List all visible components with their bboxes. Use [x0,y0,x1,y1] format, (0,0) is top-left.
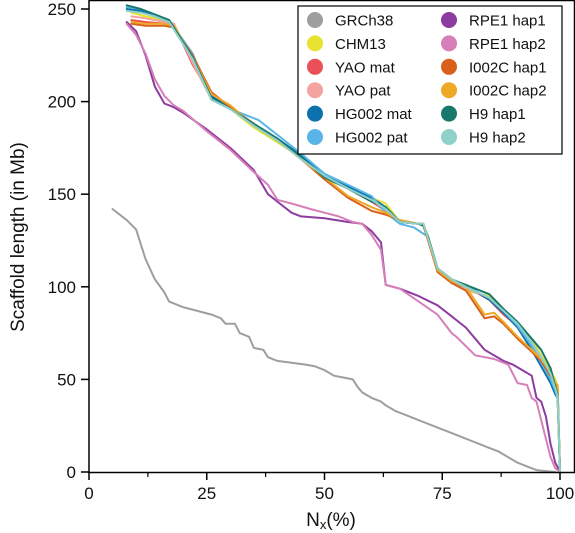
legend-item-h9-hap2: H9 hap2 [441,129,526,147]
legend-label: RPE1 hap2 [469,36,546,53]
legend-swatch [307,35,323,52]
x-tick-label: 100 [546,484,574,503]
legend-item-h9-hap1: H9 hap1 [441,105,526,123]
legend-swatch [307,58,323,75]
series-line-rpe1-hap2 [125,22,561,473]
y-tick-label: 150 [48,185,76,204]
legend-item-hg002-mat: HG002 mat [307,105,413,123]
legend-swatch [307,12,323,28]
ticks-layer: 0 25 50 75 100 0 50 100 150 200 250 [48,0,575,503]
x-tick-label: 0 [84,484,93,503]
legend-swatch [441,12,457,28]
legend-label: I002C hap1 [469,59,547,76]
x-axis-title-main: N [306,510,320,531]
legend-label: HG002 mat [335,106,413,123]
series-line-grch38 [111,208,557,473]
legend-item-i002c-hap1: I002C hap1 [441,58,547,76]
x-tick-label: 25 [197,484,216,503]
x-tick-label: 75 [433,484,452,503]
legend-label: I002C hap2 [469,83,547,100]
y-tick-label: 100 [48,278,76,297]
series-line-h9-hap2 [125,9,561,473]
legend-item-yao-pat: YAO pat [307,82,391,100]
series-layer [111,4,561,473]
legend-swatch [307,105,323,122]
legend-swatch [307,82,323,99]
y-tick-label: 200 [48,93,76,112]
x-axis-title: Nx(%) [306,510,356,532]
x-axis-title-subscript: x [320,517,327,532]
legend-swatch [441,105,457,122]
y-tick-label: 0 [67,463,76,482]
legend-item-rpe1-hap1: RPE1 hap1 [441,12,546,30]
legend-item-hg002-pat: HG002 pat [307,129,408,147]
y-tick-label: 50 [57,370,76,389]
x-tick-label: 50 [315,484,334,503]
legend-swatch [441,82,457,99]
legend-label: HG002 pat [335,130,408,147]
legend-label: GRCh38 [335,13,393,30]
legend-item-yao-mat: YAO mat [307,58,396,76]
legend-swatch [441,58,457,75]
legend-item-chm13: CHM13 [307,35,386,53]
legend-label: CHM13 [335,36,386,53]
x-axis-title-tail: (%) [326,510,356,531]
y-axis-title: Scaffold length (in Mb) [8,142,29,332]
y-tick-label: 250 [48,0,76,19]
legend-item-grch38: GRCh38 [307,12,393,30]
legend: GRCh38 CHM13 YAO mat YAO pat HG002 mat HG002 … [297,5,563,155]
legend-items: GRCh38 CHM13 YAO mat YAO pat HG002 mat HG002 … [307,12,547,147]
legend-item-i002c-hap2: I002C hap2 [441,82,547,100]
legend-label: YAO pat [335,83,391,100]
legend-box [297,5,563,155]
legend-swatch [441,129,457,145]
series-line-rpe1-hap1 [125,21,561,473]
legend-swatch [441,35,457,52]
legend-label: YAO mat [335,59,396,76]
legend-label: H9 hap1 [469,106,526,123]
legend-swatch [307,129,323,145]
legend-item-rpe1-hap2: RPE1 hap2 [441,35,546,53]
legend-label: H9 hap2 [469,130,526,147]
legend-label: RPE1 hap1 [469,13,546,30]
